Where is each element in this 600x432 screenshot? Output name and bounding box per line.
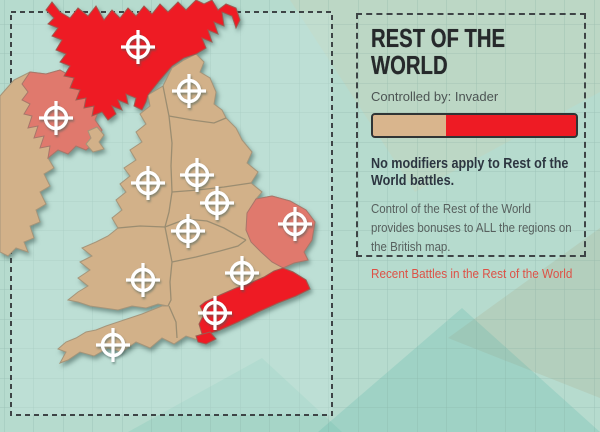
control-progress-bar	[371, 112, 578, 138]
controlled-by-value: Invader	[454, 88, 499, 104]
region-borders	[117, 85, 252, 339]
rest-of-world-panel: REST OF THE WORLD Controlled by: Invader…	[356, 13, 586, 281]
panel-title: REST OF THE WORLD	[371, 23, 506, 81]
modifier-note: No modifiers apply to Rest of the World …	[371, 154, 569, 189]
isle-of-wight[interactable]	[195, 331, 217, 345]
region-south-east[interactable]	[198, 267, 311, 335]
control-bar-invader-segment	[446, 114, 576, 136]
region-scotland[interactable]	[45, 0, 241, 121]
recent-battles-link[interactable]: Recent Battles in the Rest of the World	[371, 265, 573, 281]
isle-of-man[interactable]	[85, 126, 105, 153]
control-bar-defender-segment	[373, 114, 447, 136]
controlled-by-line: Controlled by: Invader	[371, 89, 578, 104]
controlled-by-label: Controlled by:	[371, 88, 452, 104]
panel-description: Control of the Rest of the World provide…	[371, 200, 572, 254]
